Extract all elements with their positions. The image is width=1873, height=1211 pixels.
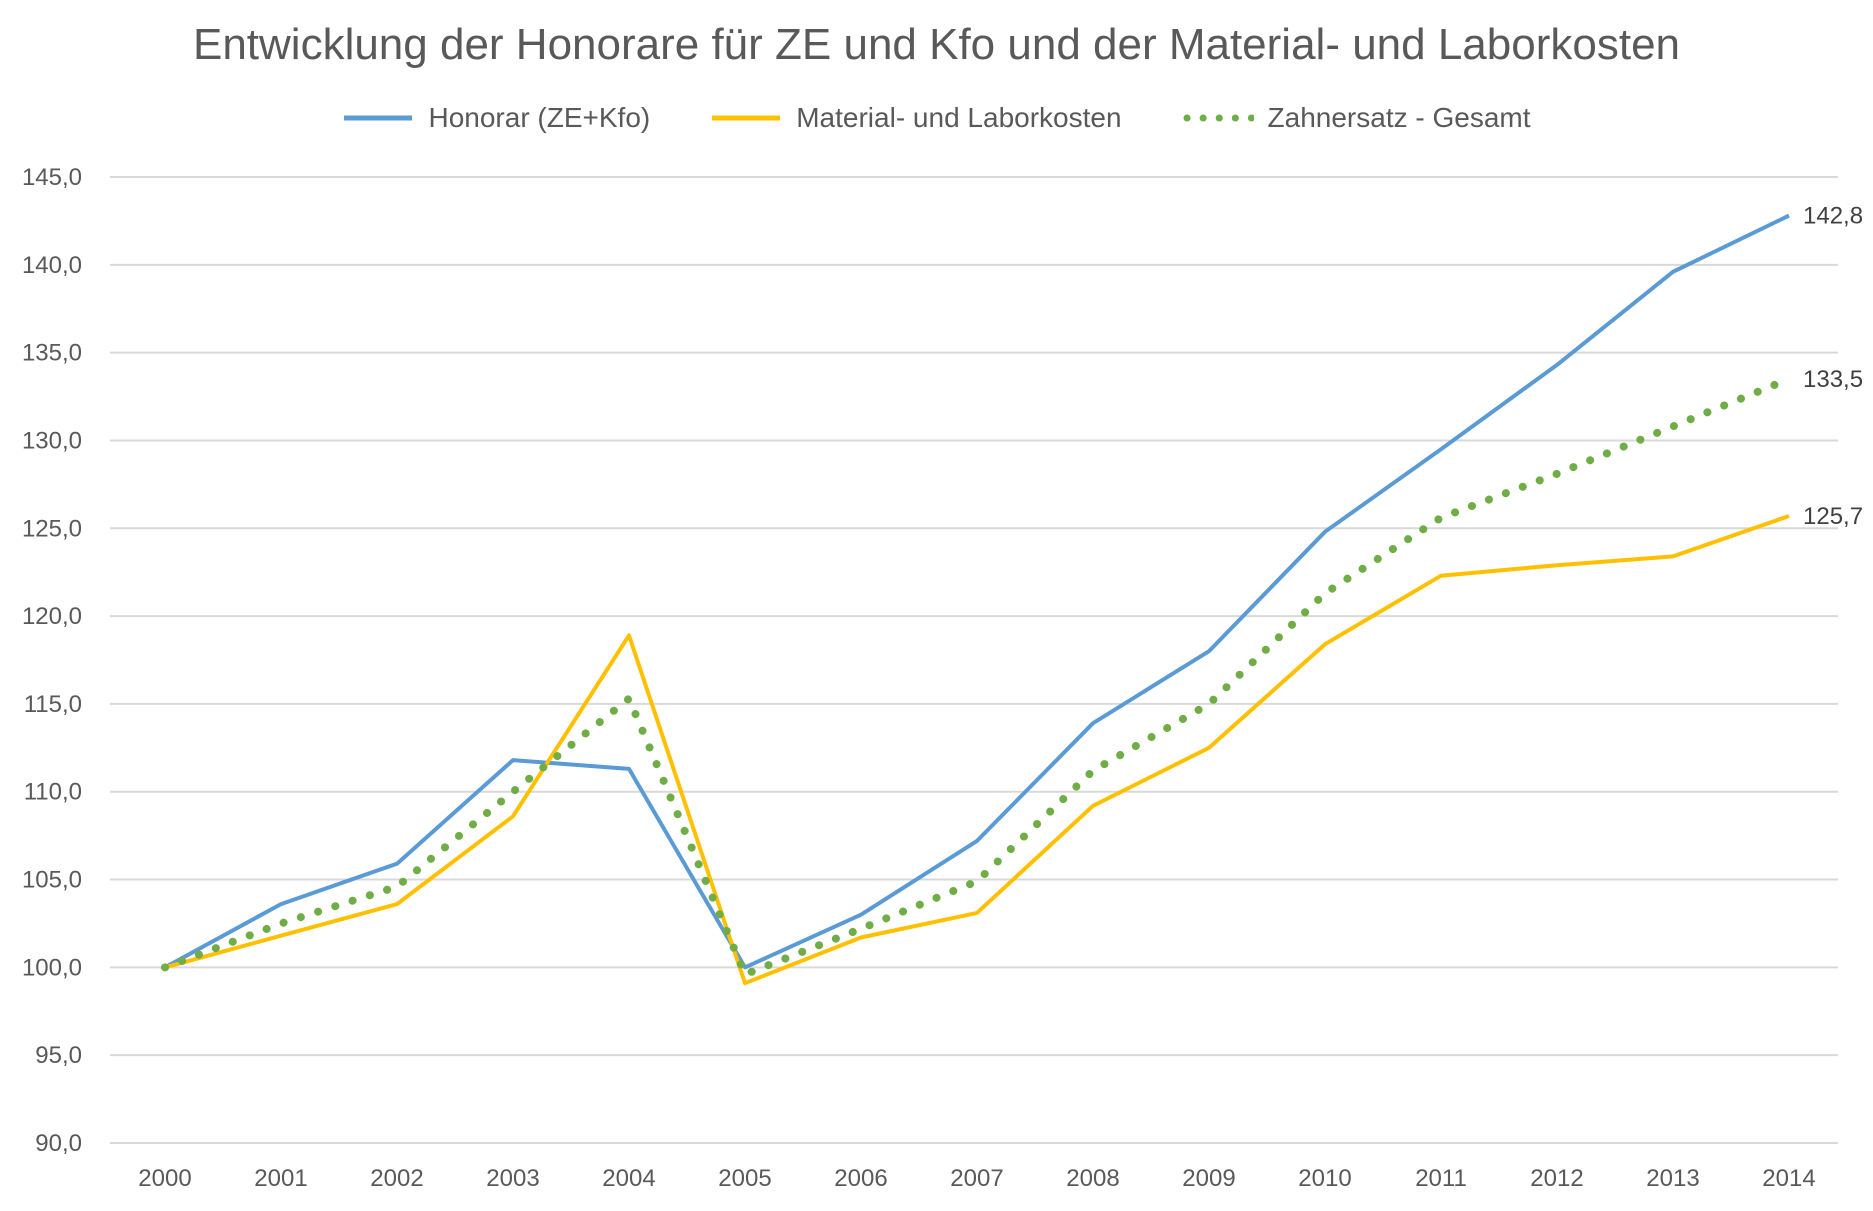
legend: Honorar (ZE+Kfo) Material- und Laborkost… xyxy=(0,102,1873,134)
legend-label-honorar: Honorar (ZE+Kfo) xyxy=(428,102,651,133)
data-label-end-0: 142,8 xyxy=(1803,203,1863,230)
data-label-end-2: 133,5 xyxy=(1803,366,1863,393)
x-tick-label: 2008 xyxy=(1066,1165,1119,1192)
y-tick-label: 120,0 xyxy=(22,603,82,630)
x-tick-label: 2014 xyxy=(1762,1165,1815,1192)
y-tick-label: 125,0 xyxy=(22,515,82,542)
legend-label-material: Material- und Laborkosten xyxy=(796,102,1122,133)
series-line-0 xyxy=(164,213,1790,970)
y-tick-label: 95,0 xyxy=(35,1042,82,1069)
x-tick-label: 2002 xyxy=(370,1165,423,1192)
x-tick-label: 2011 xyxy=(1415,1165,1467,1192)
y-tick-label: 105,0 xyxy=(22,867,82,894)
legend-label-zahnersatz: Zahnersatz - Gesamt xyxy=(1267,102,1531,133)
data-label-end-1: 125,7 xyxy=(1803,503,1863,530)
x-tick-label: 2007 xyxy=(950,1165,1003,1192)
x-tick-label: 2006 xyxy=(834,1165,887,1192)
x-tick-label: 2000 xyxy=(138,1165,191,1192)
y-tick-label: 145,0 xyxy=(22,164,82,191)
x-tick-label: 2012 xyxy=(1530,1165,1583,1192)
y-tick-label: 135,0 xyxy=(22,340,82,367)
x-tick-label: 2010 xyxy=(1298,1165,1351,1192)
y-tick-label: 130,0 xyxy=(22,427,82,454)
x-tick-label: 2004 xyxy=(602,1165,655,1192)
x-tick-label: 2001 xyxy=(254,1165,307,1192)
x-tick-label: 2003 xyxy=(486,1165,539,1192)
legend-item-material: Material- und Laborkosten xyxy=(710,102,1122,134)
legend-item-zahnersatz: Zahnersatz - Gesamt xyxy=(1182,102,1531,134)
x-tick-label: 2005 xyxy=(718,1165,771,1192)
legend-line-honorar-icon xyxy=(344,115,413,121)
y-tick-label: 110,0 xyxy=(24,779,82,806)
legend-item-honorar: Honorar (ZE+Kfo) xyxy=(342,102,650,134)
chart-title: Entwicklung der Honorare für ZE und Kfo … xyxy=(192,20,1681,69)
y-tick-label: 100,0 xyxy=(22,954,82,981)
legend-line-material-icon xyxy=(712,115,781,121)
series-line-1 xyxy=(164,514,1790,986)
series-line-2 xyxy=(161,375,1793,979)
x-tick-label: 2013 xyxy=(1646,1165,1699,1192)
y-tick-label: 115,0 xyxy=(24,691,82,718)
x-tick-label: 2009 xyxy=(1182,1165,1235,1192)
y-tick-label: 140,0 xyxy=(22,252,82,279)
legend-line-zahnersatz-icon xyxy=(1183,114,1254,122)
y-tick-label: 90,0 xyxy=(35,1130,82,1157)
